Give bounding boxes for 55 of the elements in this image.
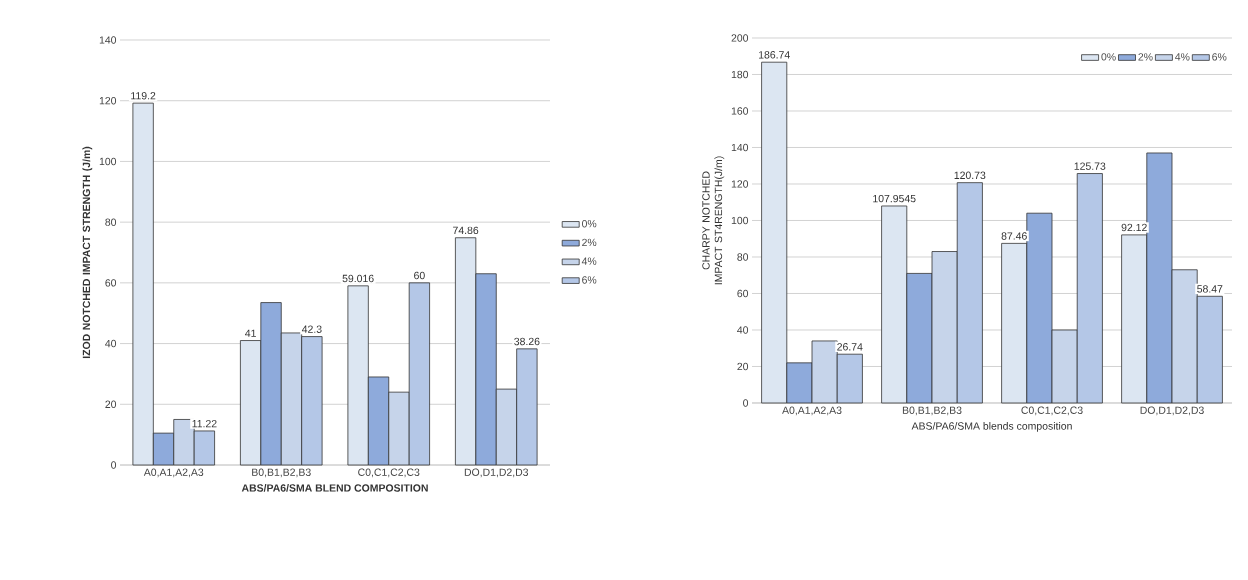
x-axis-title: ABS/PA6/SMA blends composition <box>911 422 1072 432</box>
data-label: 120.73 <box>954 171 986 179</box>
x-tick-label: A0,A1,A2,A3 <box>782 406 842 416</box>
legend-label: 0% <box>582 219 597 228</box>
legend-label: 6% <box>582 276 597 284</box>
y-axis-title: IZOD NOTCHED IMPACT STRENGTH (J/m) <box>82 146 93 359</box>
x-tick-label: A0,A1,A2,A3 <box>143 468 204 478</box>
x-tick-label: DO,D1,D2,D3 <box>464 468 529 478</box>
y-tick-label: 60 <box>105 279 117 287</box>
data-label: 41 <box>245 329 256 337</box>
y-tick-label: 40 <box>105 339 117 348</box>
data-label: 60 <box>414 271 425 280</box>
data-label: 186.74 <box>759 51 790 59</box>
data-label: 59.016 <box>342 274 374 283</box>
y-tick-label: 100 <box>731 216 749 225</box>
data-label: 42.3 <box>301 325 322 333</box>
data-label: 119.2 <box>131 92 156 100</box>
y-tick-label: 140 <box>731 143 749 152</box>
legend-label: 2% <box>1138 53 1153 61</box>
y-tick-label: 80 <box>105 218 117 226</box>
y-tick-label: 20 <box>105 400 117 408</box>
x-tick-label: C0,C1,C2,C3 <box>1021 406 1083 416</box>
data-label: 26.74 <box>837 343 863 351</box>
y-tick-label: 0 <box>111 461 117 469</box>
y-tick-label: 80 <box>737 253 749 261</box>
legend-label: 0% <box>1101 53 1116 61</box>
y-tick-label: 200 <box>731 34 749 42</box>
data-label: 125.73 <box>1074 162 1106 170</box>
y-tick-label: 0 <box>743 399 749 407</box>
y-tick-label: 120 <box>731 180 749 188</box>
data-label: 58.47 <box>1197 285 1223 293</box>
data-label: 107.9545 <box>873 194 916 203</box>
y-tick-label: 180 <box>731 70 749 79</box>
y-tick-label: 100 <box>99 157 117 166</box>
y-tick-label: 60 <box>737 289 749 298</box>
data-label: 11.22 <box>192 419 217 428</box>
x-tick-label: C0,C1,C2,C3 <box>358 468 420 478</box>
x-tick-label: B0,B1,B2,B3 <box>902 406 962 416</box>
legend-label: 4% <box>581 257 597 265</box>
x-tick-label: DO,D1,D2,D3 <box>1140 406 1204 416</box>
data-label: 92.12 <box>1121 223 1147 232</box>
x-axis-title: ABS/PA6/SMA BLEND COMPOSITION <box>241 484 428 492</box>
y-tick-label: 140 <box>99 36 117 44</box>
y-tick-label: 160 <box>731 107 749 115</box>
legend-label: 2% <box>582 238 597 247</box>
data-label: 87.46 <box>1001 232 1027 240</box>
legend-label: 4% <box>1175 53 1190 61</box>
y-tick-label: 20 <box>737 362 749 371</box>
y-tick-label: 40 <box>737 326 749 334</box>
y-axis-title: CHARPY NOTCHED IMPACT ST4RENGTH(J/m) <box>702 156 725 285</box>
legend-label: 6% <box>1212 53 1227 61</box>
data-label: 74.86 <box>453 226 479 235</box>
data-label: 38.26 <box>514 337 540 346</box>
x-tick-label: B0,B1,B2,B3 <box>252 468 311 478</box>
y-tick-label: 120 <box>99 97 117 105</box>
